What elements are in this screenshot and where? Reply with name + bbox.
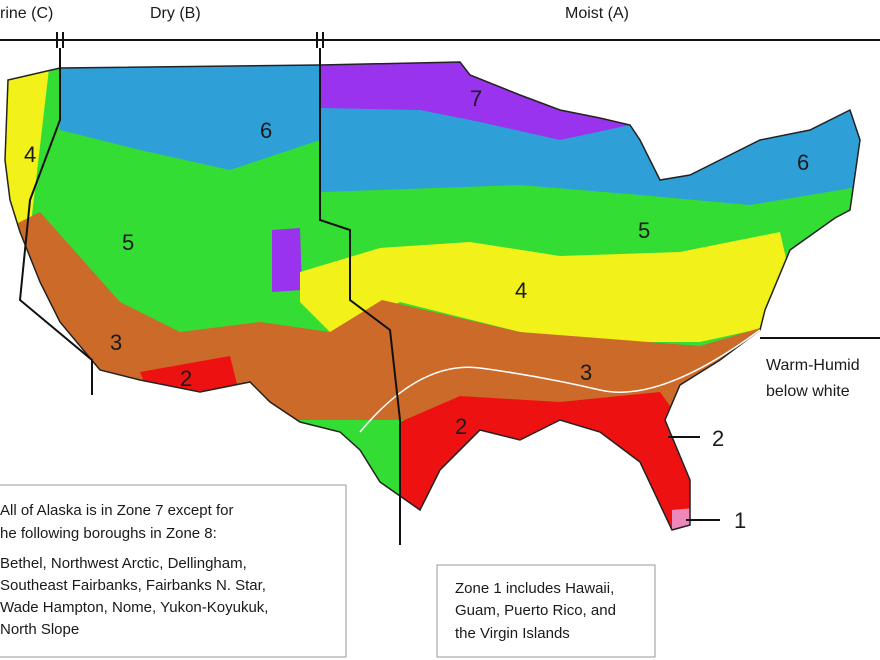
note-line: Zone 1 includes Hawaii,: [455, 580, 614, 597]
warm-humid-line: [359, 329, 761, 433]
us-outline: [4, 61, 861, 531]
zone-7-fill: [320, 62, 630, 140]
note-line: below white: [766, 383, 850, 400]
zone-label: 6: [260, 118, 272, 143]
note-line: All of Alaska is in Zone 7 except for: [0, 502, 233, 519]
zone-2-fill: [400, 392, 700, 530]
region-label: Moist (A): [565, 5, 629, 22]
zone1-note-box: [436, 564, 656, 658]
note-line: Southeast Fairbanks, Fairbanks N. Star,: [0, 577, 266, 594]
note-line: Guam, Puerto Rico, and: [455, 602, 616, 619]
note-line: Warm-Humid: [766, 357, 860, 374]
alaska-note-box: [0, 484, 347, 658]
zone-label: 5: [638, 218, 650, 243]
zone-label: 5: [122, 230, 134, 255]
note-line: Bethel, Northwest Arctic, Dellingham,: [0, 555, 247, 572]
zone-7-fill: [272, 228, 302, 292]
zone-4-fill: [5, 62, 50, 232]
region-label: rine (C): [0, 5, 53, 22]
zone-label: 4: [24, 142, 36, 167]
zone-label: 2: [712, 426, 724, 451]
zone-label: 6: [797, 150, 809, 175]
note-line: North Slope: [0, 621, 79, 638]
zone-label: 2: [180, 366, 192, 391]
note-line: the Virgin Islands: [455, 625, 570, 642]
note-line: he following boroughs in Zone 8:: [0, 525, 217, 542]
zone-label: 3: [110, 330, 122, 355]
zone-label: 4: [515, 278, 527, 303]
zone-label: 7: [470, 86, 482, 111]
zone-fills: [5, 62, 860, 530]
zone-label: 2: [455, 414, 467, 439]
zone-label: 3: [580, 360, 592, 385]
region-label: Dry (B): [150, 5, 201, 22]
zone-4-fill: [300, 232, 800, 342]
note-line: Wade Hampton, Nome, Yukon-Koyukuk,: [0, 599, 268, 616]
dividers: [0, 32, 880, 545]
zone-label: 1: [734, 508, 746, 533]
